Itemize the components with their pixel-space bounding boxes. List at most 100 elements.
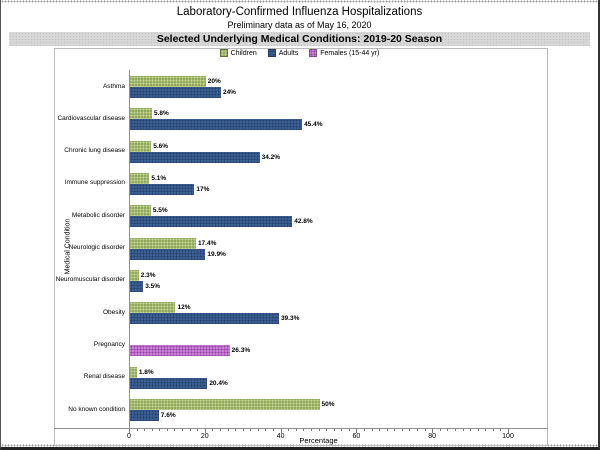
legend-label-adults: Adults xyxy=(278,49,299,57)
category-label-obesity: Obesity xyxy=(102,308,125,316)
x-axis-minor-tick xyxy=(492,429,494,431)
x-axis-minor-tick xyxy=(257,429,259,431)
legend-swatch-adults xyxy=(267,49,276,57)
x-axis-minor-tick xyxy=(159,429,161,431)
x-axis-minor-tick xyxy=(363,429,365,431)
value-label-adults-2: 34.2% xyxy=(261,153,281,161)
bar-adults-10 xyxy=(130,410,159,421)
value-label-children-6: 2.3% xyxy=(140,271,156,279)
x-axis-minor-tick xyxy=(144,429,146,431)
x-axis-minor-tick xyxy=(348,429,350,431)
value-label-adults-7: 39.3% xyxy=(280,315,300,323)
x-axis-minor-tick xyxy=(265,429,267,431)
x-axis-major-tick xyxy=(508,429,509,433)
x-axis-major-tick xyxy=(204,429,206,433)
x-axis-minor-tick xyxy=(174,429,176,431)
x-axis-major-tick xyxy=(432,429,434,433)
x-axis-tick-label: 0 xyxy=(127,433,131,440)
chart-title: Laboratory-Confirmed Influenza Hospitali… xyxy=(176,6,423,18)
bar-adults-6 xyxy=(130,280,144,292)
x-axis-minor-tick xyxy=(189,429,191,431)
value-label-adults-10: 7.6% xyxy=(160,412,176,419)
x-axis-minor-tick xyxy=(303,429,305,431)
legend-item-adults: Adults xyxy=(267,49,299,57)
x-axis-minor-tick xyxy=(386,429,388,431)
x-axis-minor-tick xyxy=(424,429,426,431)
value-label-adults-0: 24% xyxy=(222,89,236,96)
bar-children-0 xyxy=(130,76,206,87)
x-axis-minor-tick xyxy=(242,429,244,431)
x-axis-minor-tick xyxy=(462,429,464,431)
category-label-metabolic-disorder: Metabolic disorder xyxy=(71,211,125,219)
x-axis-minor-tick xyxy=(341,429,343,431)
bar-adults-5 xyxy=(130,248,206,260)
x-axis-minor-tick xyxy=(409,429,411,431)
section-banner: Selected Underlying Medical Conditions: … xyxy=(9,32,590,46)
x-axis-minor-tick xyxy=(417,429,419,431)
value-label-adults-3: 17% xyxy=(196,185,210,193)
bar-adults-2 xyxy=(130,151,260,163)
x-axis-minor-tick xyxy=(250,429,252,431)
legend-label-females: Females (15-44 yr) xyxy=(320,49,380,57)
bar-adults-7 xyxy=(130,313,279,325)
bar-adults-0 xyxy=(130,87,221,98)
x-axis-minor-tick xyxy=(310,429,312,431)
x-axis-minor-tick xyxy=(447,429,449,431)
value-label-females-8: 26.3% xyxy=(231,347,251,355)
x-axis-major-tick xyxy=(356,429,358,433)
x-axis-minor-tick xyxy=(227,429,229,431)
bar-children-3 xyxy=(130,172,150,184)
category-label-cardiovascular-disease: Cardiovascular disease xyxy=(57,114,125,122)
value-label-children-4: 5.5% xyxy=(152,207,168,215)
x-axis-major-tick xyxy=(280,429,282,433)
category-label-neurologic-disorder: Neurologic disorder xyxy=(68,244,125,251)
category-label-chronic-lung-disease: Chronic lung disease xyxy=(64,147,125,155)
bar-females-8 xyxy=(130,345,230,357)
x-axis-minor-tick xyxy=(379,429,381,431)
bar-children-9 xyxy=(130,366,137,378)
value-label-children-3: 5.1% xyxy=(151,174,167,182)
x-axis-minor-tick xyxy=(401,429,403,431)
x-axis-minor-tick xyxy=(295,429,297,431)
value-label-adults-4: 42.8% xyxy=(294,218,313,226)
x-axis-minor-tick xyxy=(151,429,153,431)
y-axis-line xyxy=(129,70,130,428)
legend-swatch-females xyxy=(309,49,318,57)
x-axis-minor-tick xyxy=(454,429,456,431)
bar-adults-1 xyxy=(130,119,303,131)
value-label-children-10: 50% xyxy=(321,401,335,408)
value-label-children-2: 5.6% xyxy=(153,142,169,150)
x-axis-minor-tick xyxy=(166,429,168,431)
chart-subtitle: Preliminary data as of May 16, 2020 xyxy=(227,20,372,30)
legend-swatch-children xyxy=(219,49,228,57)
x-axis-title: Percentage xyxy=(299,436,338,445)
x-axis-minor-tick xyxy=(197,429,199,431)
category-label-immune-suppression: Immune suppression xyxy=(64,179,125,187)
x-axis-minor-tick xyxy=(439,429,441,431)
value-label-children-1: 5.8% xyxy=(153,110,169,118)
x-axis-minor-tick xyxy=(136,429,138,431)
x-axis-minor-tick xyxy=(470,429,472,431)
x-axis-tick-label: 60 xyxy=(352,433,361,440)
x-axis-minor-tick xyxy=(371,429,373,431)
category-label-no-known-condition: No known condition xyxy=(68,405,125,413)
x-axis-minor-tick xyxy=(219,429,221,431)
bar-adults-9 xyxy=(130,377,208,389)
bar-children-5 xyxy=(130,237,196,249)
legend: Children Adults Females (15-44 yr) xyxy=(1,48,598,58)
value-label-adults-5: 19.9% xyxy=(207,250,226,258)
x-axis-tick-label: 40 xyxy=(276,433,285,440)
x-axis-minor-tick xyxy=(235,429,237,431)
x-axis-line xyxy=(54,428,548,429)
x-axis-tick-label: 20 xyxy=(200,433,209,440)
value-label-children-5: 17.4% xyxy=(197,239,217,247)
value-label-adults-9: 20.4% xyxy=(209,379,228,387)
x-axis-tick-label: 100 xyxy=(502,433,514,440)
value-label-children-7: 12% xyxy=(177,304,191,312)
bar-children-4 xyxy=(130,205,151,217)
bar-children-2 xyxy=(130,140,152,152)
x-axis-minor-tick xyxy=(477,429,479,431)
x-axis-minor-tick xyxy=(326,429,328,431)
